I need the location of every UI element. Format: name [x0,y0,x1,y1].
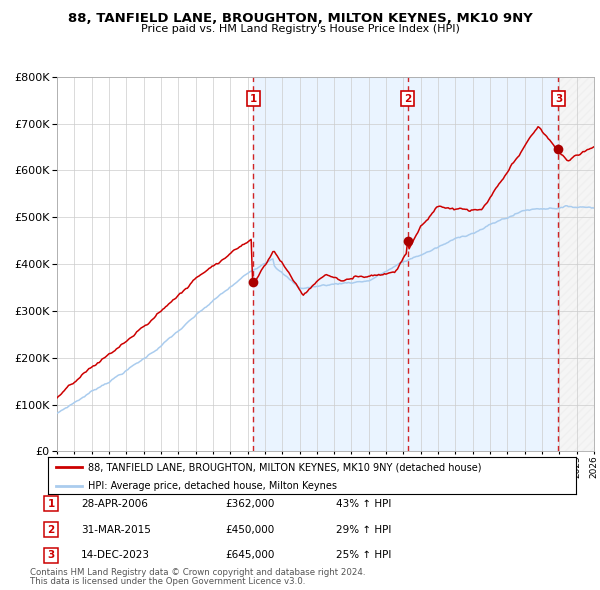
Text: 31-MAR-2015: 31-MAR-2015 [81,525,151,535]
Text: This data is licensed under the Open Government Licence v3.0.: This data is licensed under the Open Gov… [30,578,305,586]
Text: 43% ↑ HPI: 43% ↑ HPI [336,499,391,509]
Text: £450,000: £450,000 [225,525,274,535]
Text: 2: 2 [47,525,55,535]
Text: 3: 3 [47,550,55,560]
Text: 1: 1 [250,94,257,104]
Text: 1: 1 [47,499,55,509]
Text: 28-APR-2006: 28-APR-2006 [81,499,148,509]
Text: 88, TANFIELD LANE, BROUGHTON, MILTON KEYNES, MK10 9NY (detached house): 88, TANFIELD LANE, BROUGHTON, MILTON KEY… [88,463,481,472]
Text: £362,000: £362,000 [225,499,274,509]
Bar [559,77,600,451]
Text: 14-DEC-2023: 14-DEC-2023 [81,550,150,560]
Text: 88, TANFIELD LANE, BROUGHTON, MILTON KEYNES, MK10 9NY: 88, TANFIELD LANE, BROUGHTON, MILTON KEY… [68,12,532,25]
Text: Price paid vs. HM Land Registry's House Price Index (HPI): Price paid vs. HM Land Registry's House … [140,24,460,34]
Text: 2: 2 [404,94,412,104]
Text: 29% ↑ HPI: 29% ↑ HPI [336,525,391,535]
Text: 3: 3 [555,94,562,104]
Bar [559,77,600,451]
Text: Contains HM Land Registry data © Crown copyright and database right 2024.: Contains HM Land Registry data © Crown c… [30,568,365,577]
Text: HPI: Average price, detached house, Milton Keynes: HPI: Average price, detached house, Milt… [88,481,337,491]
Text: £645,000: £645,000 [225,550,274,560]
Text: 25% ↑ HPI: 25% ↑ HPI [336,550,391,560]
Bar [253,77,559,451]
